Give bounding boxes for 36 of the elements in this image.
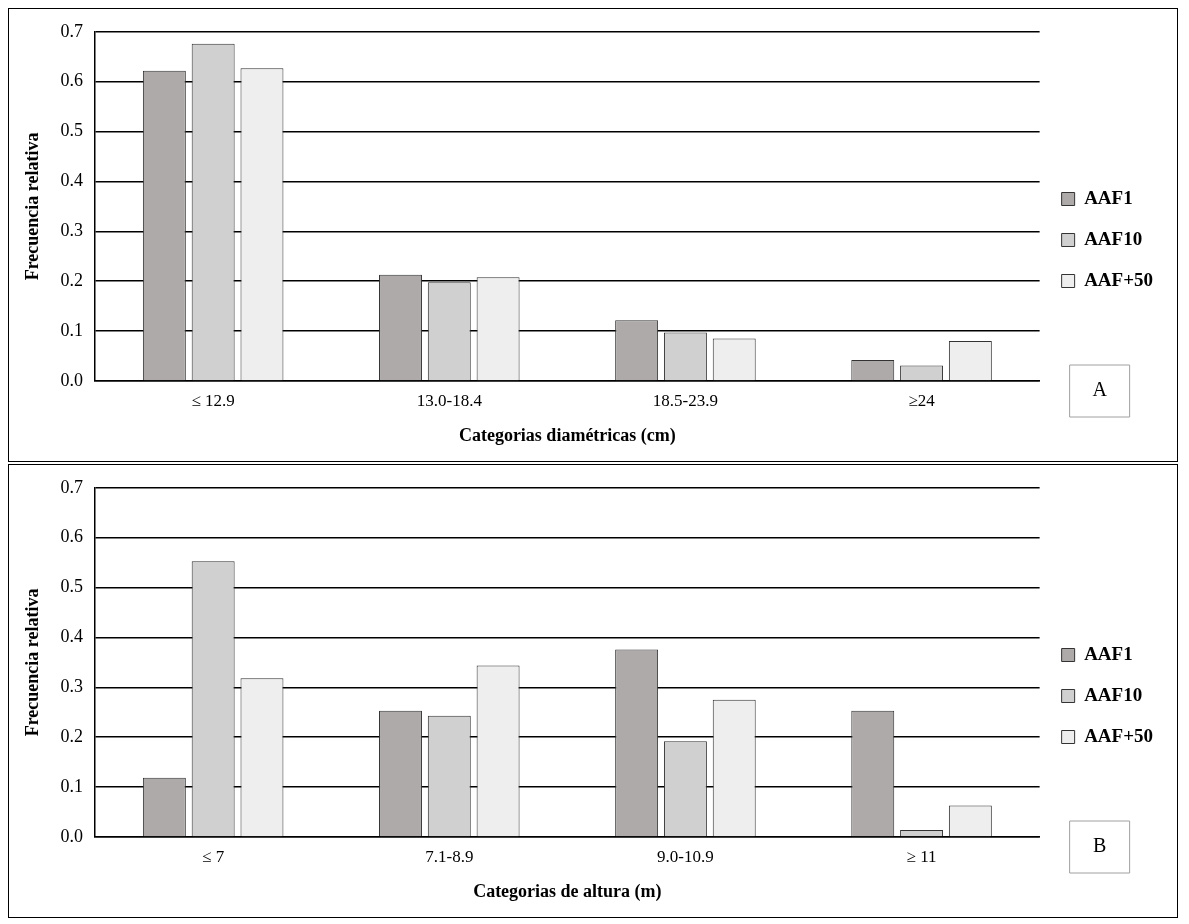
- y-tick-label: 0.7: [60, 20, 84, 41]
- legend-label: AAF+50: [1084, 724, 1153, 746]
- legend-label: AAF10: [1084, 227, 1143, 249]
- x-tick-label: ≥24: [908, 390, 936, 410]
- y-tick-label: 0.1: [60, 775, 84, 796]
- x-tick-label: 9.0-10.9: [657, 846, 714, 866]
- x-axis-title: Categorias de altura (m): [473, 880, 662, 902]
- x-tick-label: 13.0-18.4: [416, 390, 483, 410]
- x-tick-label: 18.5-23.9: [652, 390, 719, 410]
- y-tick-label: 0.5: [60, 120, 84, 141]
- text: A: [1092, 378, 1108, 401]
- text: B: [1092, 834, 1107, 857]
- x-tick-label: ≤ 12.9: [191, 390, 235, 410]
- legend-label: AAF1: [1084, 186, 1133, 208]
- y-tick-label: 0.4: [60, 626, 84, 647]
- x-tick-label: ≥ 11: [906, 846, 937, 866]
- x-tick-label: 7.1-8.9: [425, 846, 474, 866]
- y-tick-label: 0.2: [60, 725, 84, 746]
- y-axis-title: Frecuencia relativa: [22, 588, 43, 737]
- y-axis-title: Frecuencia relativa: [22, 132, 43, 281]
- y-tick-label: 0.5: [60, 576, 84, 597]
- y-tick-label: 0.2: [60, 269, 84, 290]
- legend-label: AAF1: [1084, 642, 1133, 664]
- y-tick-label: 0.3: [60, 220, 84, 241]
- y-tick-label: 0.0: [60, 825, 84, 846]
- y-tick-label: 0.1: [60, 319, 84, 340]
- y-tick-label: 0.4: [60, 170, 84, 191]
- y-tick-label: 0.7: [60, 476, 84, 497]
- x-axis-title: Categorias diamétricas (cm): [458, 424, 676, 446]
- legend-label: AAF+50: [1084, 268, 1153, 290]
- y-tick-label: 0.6: [60, 526, 84, 547]
- y-tick-label: 0.3: [60, 676, 84, 697]
- y-tick-label: 0.6: [60, 70, 84, 91]
- x-tick-label: ≤ 7: [202, 846, 225, 866]
- y-tick-label: 0.0: [60, 369, 84, 390]
- legend-label: AAF10: [1084, 683, 1143, 705]
